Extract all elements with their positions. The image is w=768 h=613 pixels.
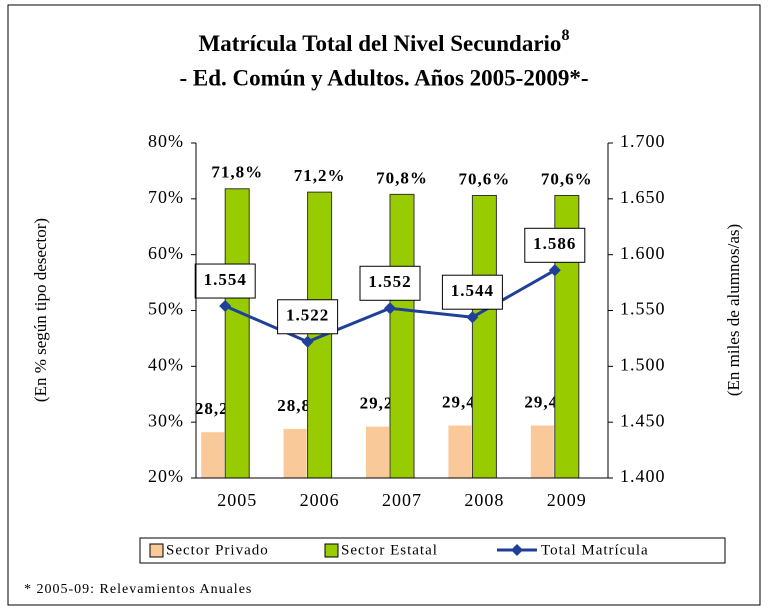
bar [448, 425, 472, 478]
bar [224, 188, 250, 479]
y-tick-label: 30% [148, 410, 184, 430]
x-tick-label: 2005 [217, 490, 257, 510]
bar-value-label: 70,6% [541, 169, 593, 188]
line-marker [219, 300, 232, 313]
y2-tick-label: 1.550 [620, 299, 666, 319]
y-tick-label: 60% [148, 243, 184, 263]
legend-label: Total Matrícula [541, 542, 649, 558]
bar-value-label: 70,6% [459, 169, 511, 188]
y2-tick-label: 1.650 [620, 187, 666, 207]
legend-marker [511, 544, 523, 556]
y2-tick-label: 1.450 [620, 410, 666, 430]
line-value-label: 1.544 [451, 281, 494, 300]
line-label-box [277, 299, 339, 335]
chart-subtitle: - Ed. Común y Adultos. Años 2005-2009*- [180, 65, 589, 90]
line-label-box [524, 227, 586, 263]
line-marker [548, 264, 561, 277]
y-tick-label: 80% [148, 131, 184, 151]
x-tick-label: 2009 [547, 490, 587, 510]
legend [139, 537, 726, 564]
bar [471, 194, 497, 479]
y-tick-label: 40% [148, 354, 184, 374]
y-axis-label: (En % según tipo desector) [31, 218, 50, 402]
line-value-label: 1.522 [286, 306, 329, 325]
x-tick-label: 2006 [300, 490, 340, 510]
line-label-box [194, 263, 256, 299]
bar-value-label: 71,8% [211, 163, 263, 182]
line-marker [301, 335, 314, 348]
y2-axis-label: (En miles de alumnos/as) [724, 224, 743, 396]
x-tick-label: 2007 [382, 490, 422, 510]
y-tick-label: 50% [148, 299, 184, 319]
line-label-box [359, 265, 421, 301]
y2-tick-label: 1.400 [620, 466, 666, 486]
bar [366, 426, 389, 478]
line-value-label: 1.586 [533, 234, 576, 253]
line-label-box [441, 274, 503, 310]
title-text: Matrícula Total del Nivel Secundario [199, 31, 562, 56]
bar [201, 432, 225, 478]
line-marker [466, 311, 479, 324]
bar [530, 425, 554, 478]
title-note: 8 [561, 27, 569, 44]
bar [389, 193, 415, 479]
y-tick-label: 70% [148, 187, 184, 207]
chart-title: Matrícula Total del Nivel Secundario8 [199, 27, 570, 57]
y2-tick-label: 1.600 [620, 243, 666, 263]
y2-tick-label: 1.500 [620, 354, 666, 374]
bar-value-label: 71,2% [294, 166, 346, 185]
legend-label: Sector Privado [166, 542, 269, 558]
y2-tick-label: 1.700 [620, 131, 666, 151]
legend-swatch [324, 543, 339, 558]
bar-value-label: 70,8% [376, 168, 428, 187]
line-value-label: 1.554 [204, 270, 247, 289]
line-value-label: 1.552 [368, 272, 411, 291]
x-tick-label: 2008 [464, 490, 504, 510]
legend-swatch [149, 543, 164, 558]
footnote: * 2005-09: Relevamientos Anuales [24, 582, 252, 597]
bar [283, 428, 307, 478]
chart-border [7, 4, 761, 606]
legend-label: Sector Estatal [341, 542, 438, 558]
y-tick-label: 20% [148, 466, 184, 486]
line-marker [384, 302, 396, 315]
